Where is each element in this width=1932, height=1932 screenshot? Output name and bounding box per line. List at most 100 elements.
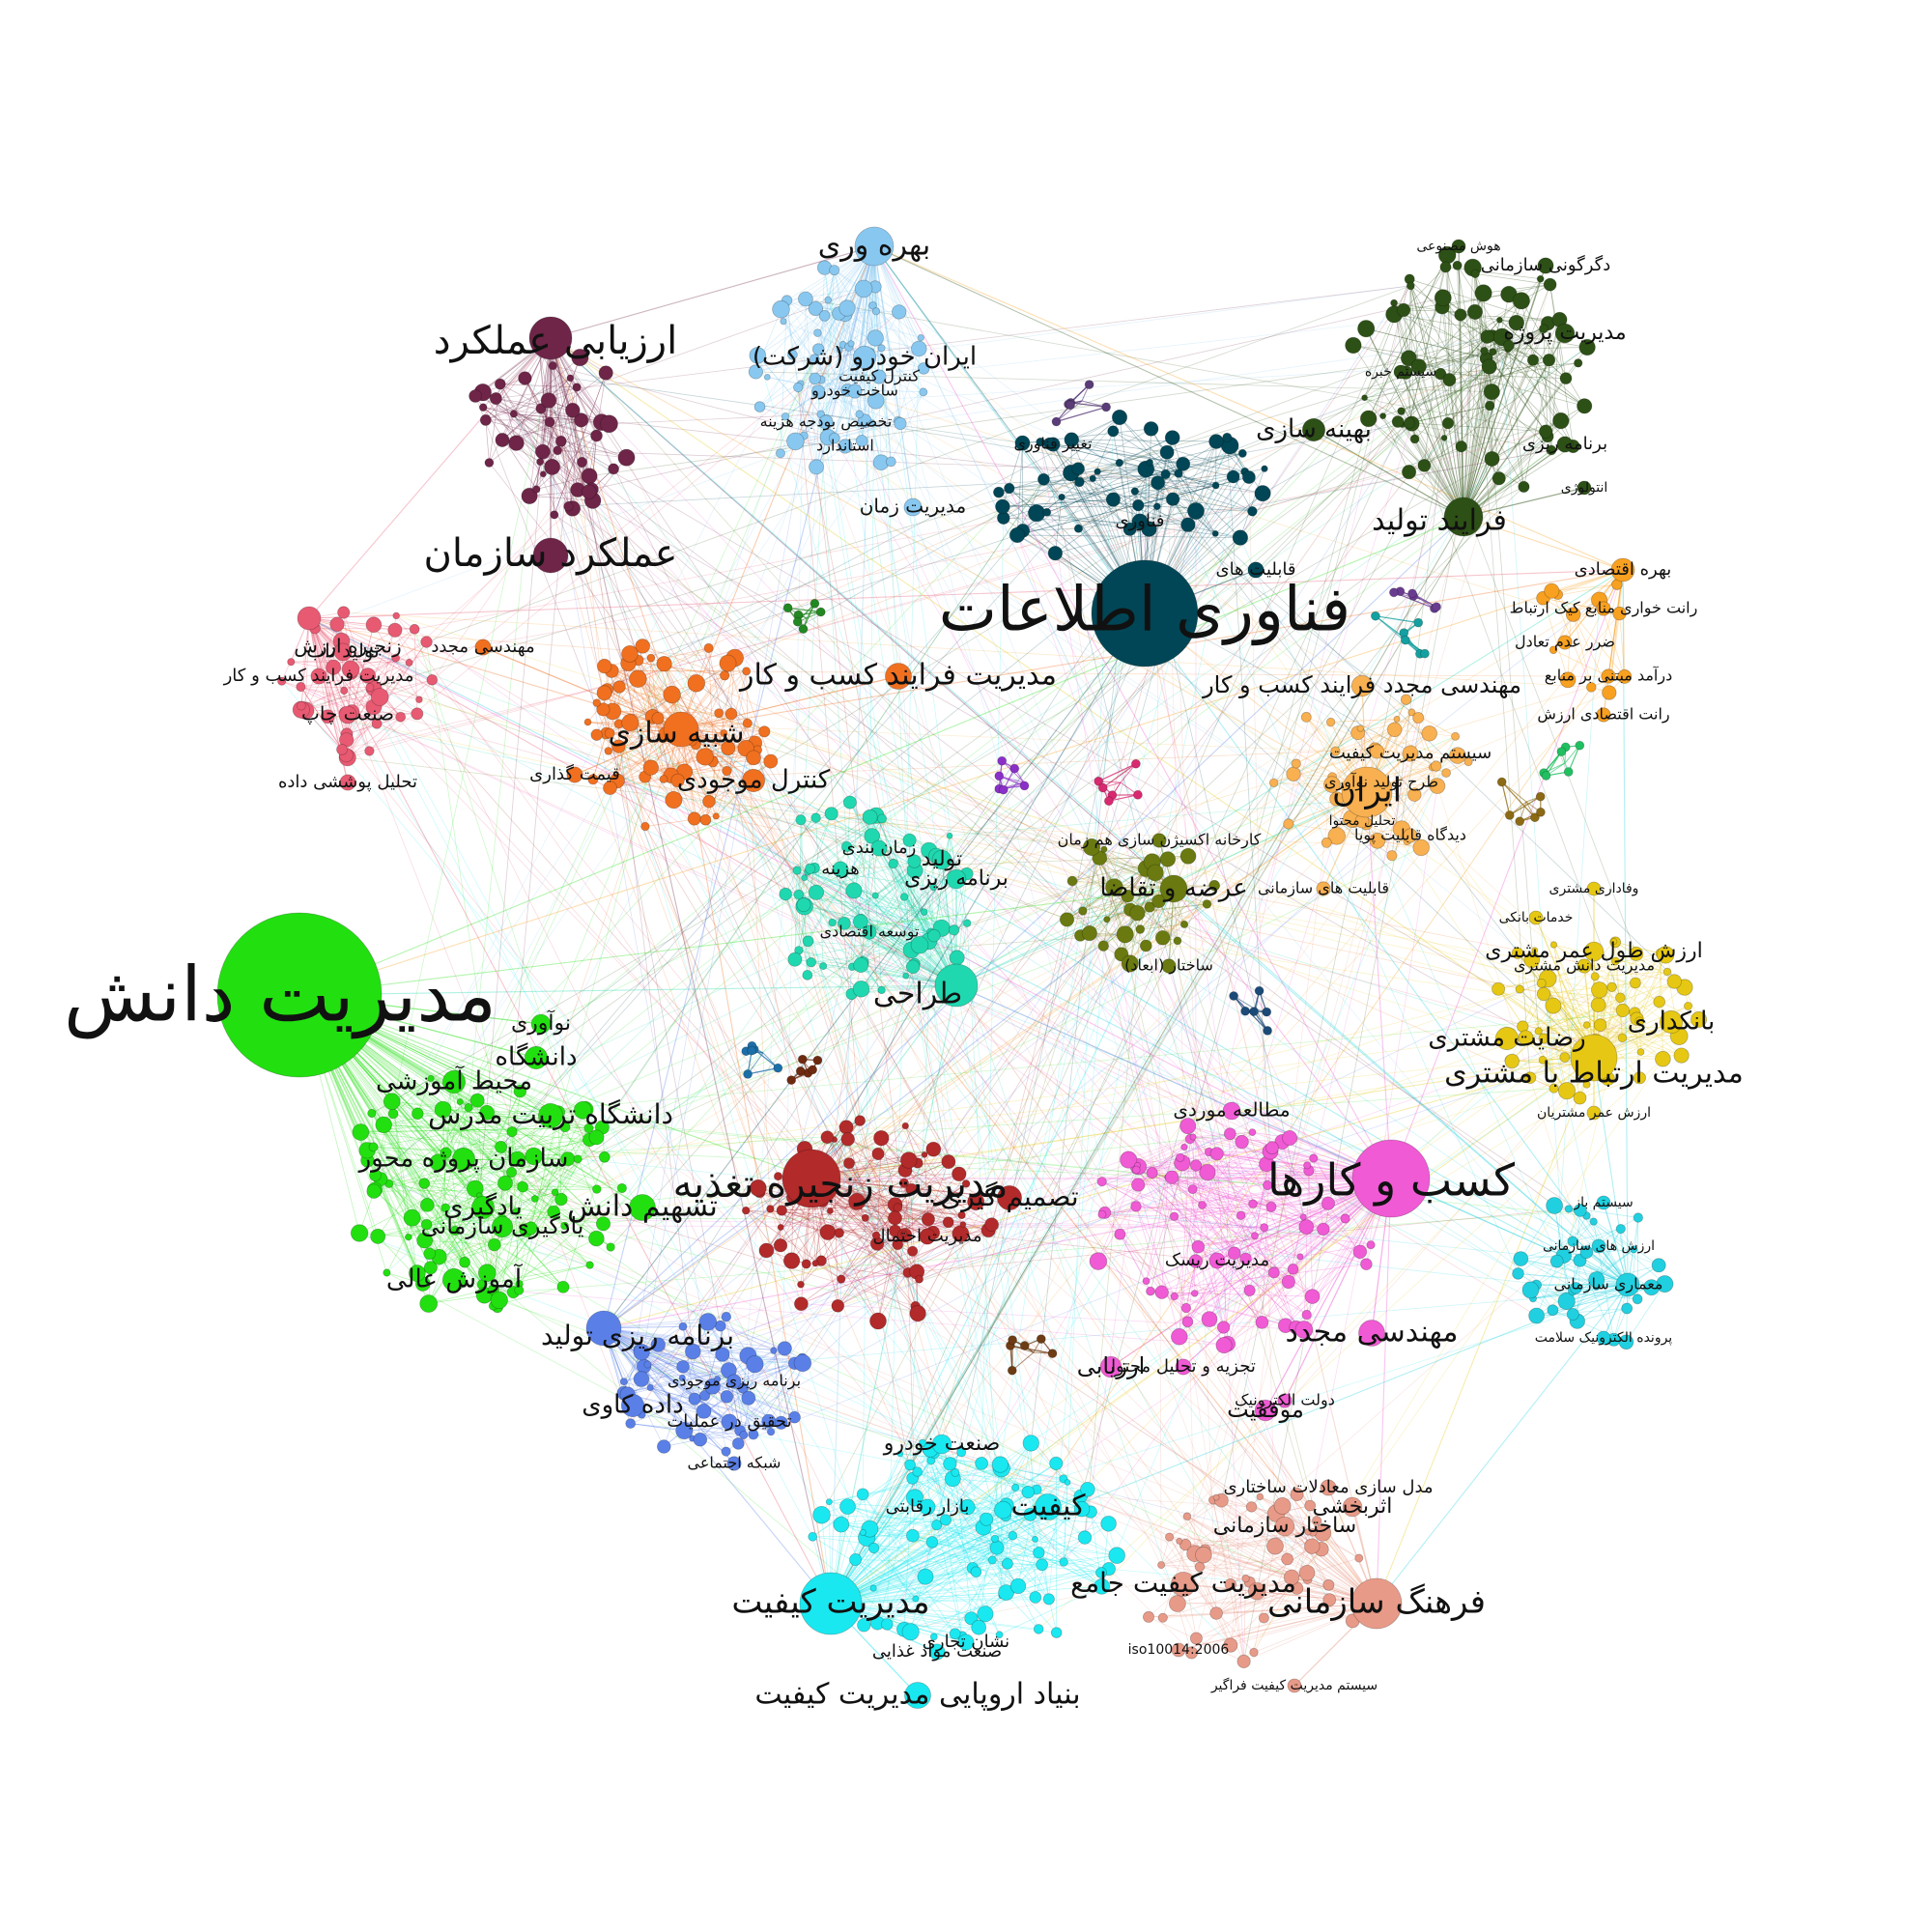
edge-cross <box>1039 441 1153 1174</box>
edge-culture <box>1216 1603 1378 1614</box>
edge-cross <box>923 278 1541 913</box>
node-iran <box>1300 711 1312 723</box>
edge-design <box>893 863 942 929</box>
edge-cross <box>1011 687 1592 1537</box>
edge-cross <box>1543 993 1595 1222</box>
node-design <box>824 807 838 821</box>
edge-productivity <box>817 332 898 421</box>
node-bpm <box>604 747 613 755</box>
node-business <box>1120 1151 1138 1169</box>
edge-production <box>1401 359 1549 412</box>
node-supply <box>1066 875 1078 887</box>
edge-planning <box>699 1348 785 1440</box>
node-business <box>1201 1311 1218 1327</box>
edge-production <box>1393 314 1464 518</box>
node-planning <box>698 1389 711 1402</box>
edge-arch <box>1520 1258 1577 1289</box>
node-arch <box>1549 1254 1564 1268</box>
edge-cross <box>468 323 1548 1108</box>
edge-km <box>459 1101 496 1245</box>
edge-it <box>1016 442 1023 535</box>
edge-production <box>1400 371 1464 518</box>
edge-culture <box>1161 1564 1201 1568</box>
edge-business <box>1135 1206 1176 1297</box>
edge-sc <box>919 1224 992 1280</box>
node-it <box>1159 444 1175 460</box>
edge-it <box>1062 497 1240 538</box>
edge-mini <box>1501 781 1536 818</box>
node-business <box>1170 1292 1179 1301</box>
node-productivity <box>877 344 886 353</box>
node-planning <box>619 1378 628 1386</box>
edge-cross <box>797 386 1214 1501</box>
edge-design <box>804 905 931 933</box>
node-design <box>888 858 898 869</box>
edge-km <box>391 1096 418 1274</box>
edge-cross <box>815 467 1393 857</box>
node-production <box>1559 372 1573 385</box>
edge-cross <box>589 350 1485 477</box>
edge-cross <box>1037 1058 1663 1630</box>
edge-crm <box>1529 954 1666 1078</box>
edge-it <box>1049 442 1245 472</box>
mini-cluster-node <box>1563 767 1574 777</box>
edge-cross <box>664 664 1089 1490</box>
node-production <box>1391 415 1405 428</box>
edge-cross <box>530 1057 1565 1229</box>
edge-business <box>1101 1213 1175 1217</box>
edge-quality <box>830 1554 1118 1605</box>
node-km <box>556 1280 570 1293</box>
node-culture <box>1274 1516 1295 1537</box>
node-supply <box>1179 920 1189 929</box>
node-design <box>905 959 921 975</box>
edge-business <box>1308 1170 1313 1297</box>
edge-cross <box>482 391 1555 1207</box>
edge-quality <box>930 1449 1037 1491</box>
edge-km <box>374 1139 590 1192</box>
edge-production <box>1443 328 1545 439</box>
edge-cross <box>611 670 1625 677</box>
edge-crm <box>1613 941 1636 983</box>
edge-perf <box>513 356 581 414</box>
edge-quality <box>915 1547 998 1600</box>
edge-sc <box>876 1243 909 1273</box>
edge-cross <box>327 716 1019 1587</box>
edge-culture <box>1251 1506 1378 1605</box>
edge-design <box>785 894 924 913</box>
edge-cross <box>556 450 741 1432</box>
node-sc <box>898 1178 910 1188</box>
edge-productivity <box>873 245 924 393</box>
edge-hub <box>1144 612 1378 1605</box>
edge-it <box>1009 473 1166 489</box>
node-planning <box>793 1353 812 1373</box>
edge-cross <box>1139 928 1231 1134</box>
edge-sc <box>895 1224 992 1232</box>
edge-cross <box>371 839 910 1114</box>
node-km <box>429 1153 447 1172</box>
edge-km <box>439 1228 531 1258</box>
node-quality <box>912 1595 920 1603</box>
edge-planning <box>693 1348 785 1352</box>
edge-hub <box>550 337 1595 1059</box>
edge-business <box>1185 1261 1197 1309</box>
node-crm <box>1582 1021 1591 1029</box>
node-iran <box>1330 746 1341 756</box>
edge-iran <box>1293 774 1354 822</box>
edge-cross <box>967 1287 1652 1508</box>
edge-cross <box>904 421 1399 1126</box>
node-productivity <box>867 329 884 347</box>
edge-productivity <box>820 245 875 414</box>
edge-planning <box>603 1327 729 1371</box>
edge-bpm <box>708 647 717 816</box>
edge-production <box>1463 345 1510 518</box>
node-iran <box>1268 778 1279 788</box>
edge-production <box>1442 298 1493 336</box>
edge-planning <box>603 1327 705 1397</box>
node-design <box>792 866 802 875</box>
edge-mini <box>1070 402 1107 408</box>
node-planning <box>698 1313 718 1331</box>
edge-business <box>1120 1234 1147 1282</box>
edge-cost <box>304 617 310 711</box>
node-cost <box>365 683 375 693</box>
node-culture <box>1157 1612 1168 1623</box>
